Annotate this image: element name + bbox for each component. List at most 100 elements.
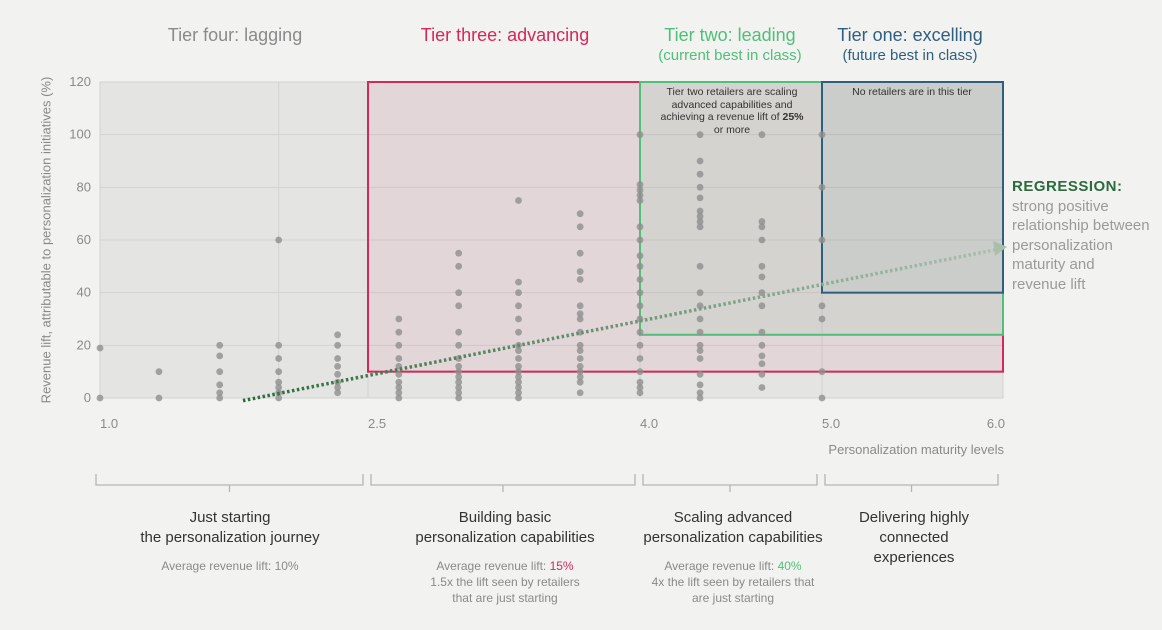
- data-point: [275, 341, 283, 349]
- data-point: [455, 363, 463, 370]
- y-axis-label: Revenue lift, attributable to personaliz…: [38, 76, 54, 404]
- x-tick-label: 2.5: [368, 416, 386, 431]
- data-point: [696, 355, 704, 362]
- data-point: [275, 355, 283, 362]
- y-tick-label: 100: [69, 127, 91, 142]
- phase-delivering-connected: Delivering highly connected experiences: [830, 508, 998, 568]
- data-point: [455, 394, 463, 402]
- regression-title: REGRESSION:: [1012, 178, 1123, 195]
- phase-title-line1: Building basic: [458, 509, 552, 526]
- regression-text: strong positive relationship between per…: [1012, 197, 1150, 293]
- data-point: [576, 210, 584, 218]
- data-point: [696, 212, 704, 220]
- tier-two-note-line4: or more: [713, 123, 751, 136]
- data-point: [758, 131, 766, 139]
- data-point: [818, 368, 826, 376]
- phase-title-line2: the personalization journey: [140, 529, 320, 546]
- data-point: [515, 289, 522, 297]
- regression-line: [242, 240, 1007, 403]
- tier-one-region: [821, 81, 1004, 294]
- phase-title-line2: personalization capabilities: [643, 529, 823, 546]
- data-point: [96, 344, 104, 352]
- tier-four-title: Tier four: lagging: [167, 25, 303, 45]
- data-point: [155, 368, 163, 376]
- data-point: [515, 363, 522, 370]
- data-point: [696, 347, 704, 354]
- data-point: [576, 378, 584, 386]
- data-point: [216, 352, 224, 360]
- data-point: [395, 328, 403, 336]
- phase-extra-line1: 4x the lift seen by retailers that: [651, 575, 815, 589]
- data-point: [758, 262, 766, 270]
- data-point: [696, 341, 704, 349]
- data-point: [696, 223, 704, 231]
- data-point: [216, 381, 224, 389]
- x-tick-label: 1.0: [100, 416, 118, 431]
- data-point: [515, 389, 522, 397]
- data-point: [758, 289, 766, 297]
- data-point: [758, 218, 766, 225]
- tier-four-header: Tier four: lagging: [120, 24, 350, 46]
- data-point: [515, 373, 522, 381]
- data-point: [515, 347, 522, 354]
- phase-title-line1: Scaling advanced: [673, 509, 793, 526]
- phase-title-line3: experiences: [873, 549, 955, 566]
- x-tick-label: 6.0: [987, 416, 1005, 431]
- data-point: [636, 276, 644, 283]
- tier-two-note-line1: Tier two retailers are scaling: [666, 86, 798, 98]
- data-point: [818, 183, 826, 191]
- tier-one-note: No retailers are in this tier: [852, 86, 972, 98]
- data-point: [696, 370, 704, 378]
- phase-lift-label: Average revenue lift:: [664, 559, 778, 573]
- data-point: [515, 384, 522, 391]
- data-point: [216, 368, 224, 376]
- y-tick-label: 120: [69, 74, 91, 89]
- phase-building-basic: Building basic personalization capabilit…: [375, 508, 635, 606]
- data-point: [275, 378, 283, 386]
- y-tick-label: 80: [77, 179, 91, 194]
- data-point: [576, 315, 584, 323]
- data-point: [818, 131, 826, 139]
- data-point: [636, 289, 644, 297]
- data-point: [636, 368, 644, 376]
- data-point: [576, 249, 584, 257]
- data-point: [515, 355, 522, 362]
- data-point: [576, 302, 584, 310]
- phase-scaling-advanced: Scaling advanced personalization capabil…: [628, 508, 838, 606]
- data-point: [636, 262, 644, 270]
- data-point: [636, 197, 644, 204]
- data-point: [636, 236, 644, 244]
- data-point: [758, 341, 766, 349]
- tier-two-note-line3: achieving a revenue lift of: [660, 111, 780, 123]
- phase-bracket: [824, 474, 999, 492]
- data-point: [636, 328, 644, 336]
- data-point: [818, 302, 826, 310]
- y-tick-label: 0: [84, 390, 91, 405]
- data-point: [515, 302, 522, 310]
- y-tick-label: 20: [77, 337, 91, 352]
- data-point: [576, 363, 584, 370]
- data-point: [758, 370, 766, 378]
- phase-title: Building basic personalization capabilit…: [375, 508, 635, 548]
- phase-just-starting: Just starting the personalization journe…: [100, 508, 360, 574]
- data-point: [696, 218, 704, 225]
- data-point: [216, 341, 224, 349]
- data-point: [636, 389, 644, 397]
- data-point: [818, 236, 826, 244]
- data-point: [758, 302, 766, 310]
- data-point: [515, 328, 522, 336]
- x-axis-ticks: 1.0 2.5 4.0 5.0 6.0: [100, 416, 1005, 431]
- data-point: [696, 262, 704, 270]
- phase-title: Delivering highly connected experiences: [830, 508, 998, 568]
- data-point: [155, 394, 163, 402]
- data-point: [515, 315, 522, 323]
- data-point: [576, 276, 584, 283]
- data-point: [576, 310, 584, 318]
- data-point: [576, 373, 584, 381]
- data-point: [576, 268, 584, 275]
- data-point: [334, 363, 342, 370]
- data-point: [455, 368, 463, 376]
- data-point: [576, 341, 584, 349]
- y-tick-label: 60: [77, 232, 91, 247]
